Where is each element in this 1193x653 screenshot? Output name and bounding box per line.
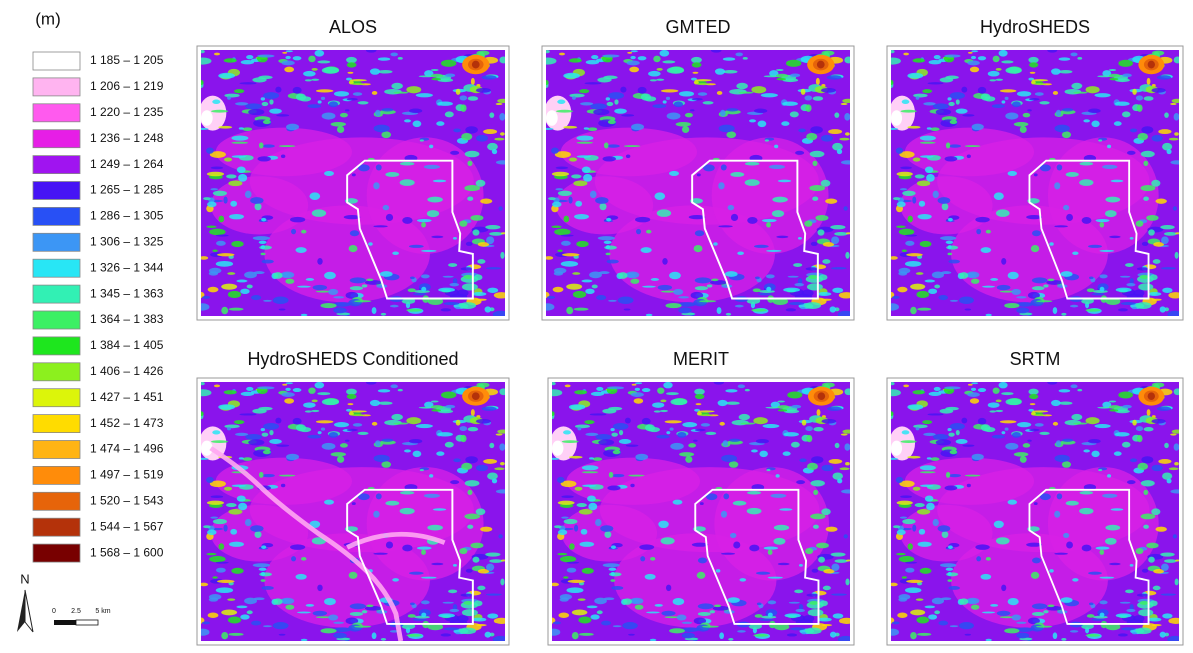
panel-title: HydroSHEDS Conditioned	[247, 349, 458, 369]
legend-label: 1 220 – 1 235	[90, 105, 164, 119]
legend-label: 1 345 – 1 363	[90, 286, 164, 300]
legend-swatch	[33, 363, 80, 381]
legend-label: 1 406 – 1 426	[90, 364, 164, 378]
dem-map	[545, 381, 855, 644]
dem-map	[539, 48, 855, 318]
legend-label: 1 544 – 1 567	[90, 519, 164, 533]
terrain	[545, 381, 855, 644]
legend-swatch	[33, 518, 80, 536]
dem-map	[885, 381, 1184, 644]
legend-label: 1 427 – 1 451	[90, 390, 164, 404]
legend-label: 1 306 – 1 325	[90, 234, 164, 248]
legend-label: 1 384 – 1 405	[90, 338, 164, 352]
dem-map	[194, 48, 510, 318]
panel-title: ALOS	[329, 17, 377, 37]
legend-title: (m)	[35, 9, 60, 28]
legend-swatch	[33, 285, 80, 303]
legend-swatch	[33, 182, 80, 200]
legend-swatch	[33, 52, 80, 70]
terrain	[885, 381, 1184, 644]
scale-bar: 0 2.5 5 km	[52, 608, 111, 625]
north-arrow: N	[17, 571, 33, 632]
legend-swatch	[33, 466, 80, 484]
legend-swatch	[33, 207, 80, 225]
legend-swatch	[33, 156, 80, 174]
legend-label: 1 497 – 1 519	[90, 468, 164, 482]
legend-label: 1 265 – 1 285	[90, 183, 164, 197]
legend-swatch	[33, 544, 80, 562]
legend-label: 1 568 – 1 600	[90, 545, 164, 559]
legend-swatch	[33, 389, 80, 407]
scale-label: 5 km	[95, 608, 110, 615]
legend-swatch	[33, 78, 80, 96]
legend-swatch	[33, 441, 80, 459]
panel-title: SRTM	[1010, 349, 1061, 369]
scale-label: 0	[52, 608, 56, 615]
legend-swatch	[33, 415, 80, 433]
legend-label: 1 520 – 1 543	[90, 493, 164, 507]
legend-swatch	[33, 259, 80, 277]
legend-swatch	[33, 492, 80, 510]
figure: (m) N 0 2.5 5 km 1 185 – 1 205 1 206 – 1 …	[0, 0, 1193, 648]
legend-swatch	[33, 130, 80, 148]
legend-swatch	[33, 233, 80, 251]
legend-label: 1 326 – 1 344	[90, 260, 164, 274]
legend-label: 1 452 – 1 473	[90, 416, 164, 430]
dem-map	[885, 48, 1184, 318]
legend-swatch	[33, 311, 80, 329]
legend-swatch	[33, 337, 80, 355]
panel-title: MERIT	[673, 349, 729, 369]
scale-label: 2.5	[71, 608, 81, 615]
legend-label: 1 185 – 1 205	[90, 53, 164, 67]
terrain	[885, 48, 1184, 318]
terrain	[194, 381, 510, 644]
scale-seg	[54, 620, 76, 625]
arrow-half	[25, 590, 33, 632]
legend-swatch	[33, 104, 80, 122]
arrow-half	[17, 590, 25, 632]
legend-label: 1 286 – 1 305	[90, 209, 164, 223]
terrain	[194, 48, 510, 318]
panel-title: HydroSHEDS	[980, 17, 1090, 37]
legend-label: 1 364 – 1 383	[90, 312, 164, 326]
legend-label: 1 249 – 1 264	[90, 157, 164, 171]
scale-seg	[76, 620, 98, 625]
terrain	[539, 48, 855, 318]
legend-label: 1 474 – 1 496	[90, 442, 164, 456]
dem-map	[194, 381, 510, 644]
legend-label: 1 236 – 1 248	[90, 131, 164, 145]
legend-label: 1 206 – 1 219	[90, 79, 164, 93]
north-label: N	[20, 571, 29, 586]
panel-title: GMTED	[666, 17, 731, 37]
